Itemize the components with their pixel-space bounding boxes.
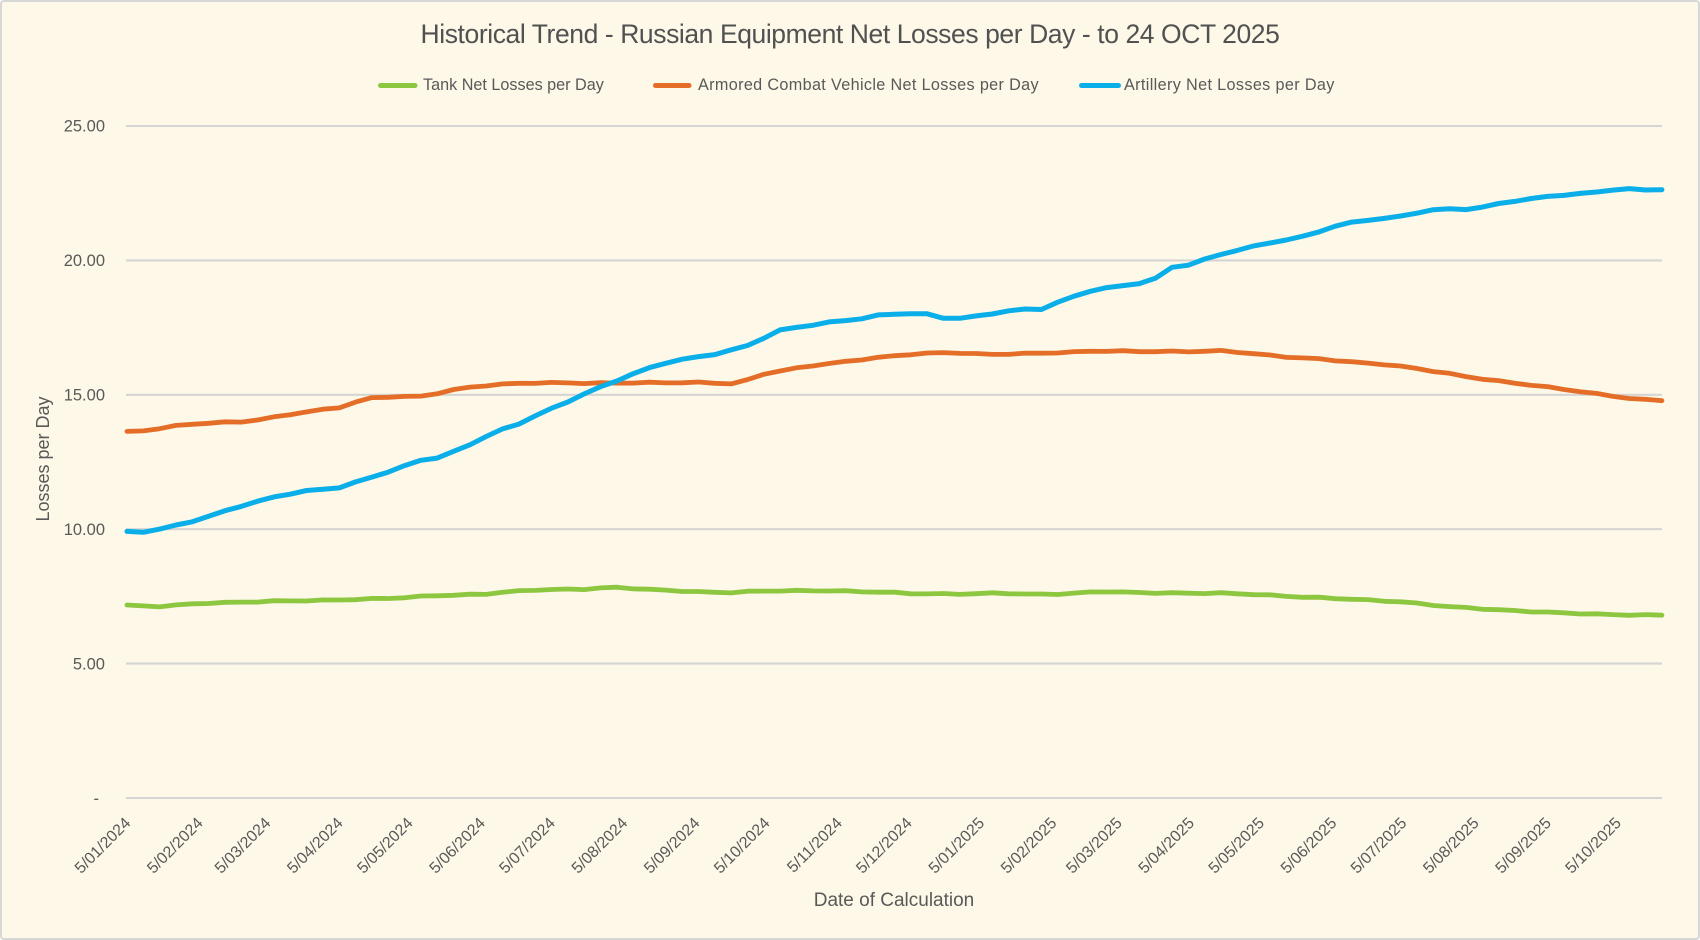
svg-text:5.00: 5.00 <box>73 655 105 673</box>
svg-text:Artillery Net Losses per Day: Artillery Net Losses per Day <box>1124 76 1335 94</box>
svg-text:5/09/2025: 5/09/2025 <box>1493 815 1555 877</box>
svg-text:5/02/2024: 5/02/2024 <box>144 815 206 877</box>
svg-text:Losses per Day: Losses per Day <box>33 396 53 521</box>
svg-text:5/08/2024: 5/08/2024 <box>569 815 631 877</box>
svg-text:5/09/2024: 5/09/2024 <box>641 815 703 877</box>
svg-text:5/10/2024: 5/10/2024 <box>711 815 773 877</box>
svg-text:5/01/2024: 5/01/2024 <box>72 815 134 877</box>
svg-text:5/08/2025: 5/08/2025 <box>1420 815 1482 877</box>
svg-text:25.00: 25.00 <box>64 118 105 136</box>
svg-text:-: - <box>94 790 100 808</box>
svg-text:5/07/2024: 5/07/2024 <box>496 815 558 877</box>
svg-text:5/10/2025: 5/10/2025 <box>1563 815 1625 877</box>
svg-text:5/04/2025: 5/04/2025 <box>1136 815 1198 877</box>
svg-text:5/03/2024: 5/03/2024 <box>212 815 274 877</box>
svg-text:5/01/2025: 5/01/2025 <box>926 815 988 877</box>
svg-text:5/05/2025: 5/05/2025 <box>1206 815 1268 877</box>
svg-text:5/04/2024: 5/04/2024 <box>284 815 346 877</box>
svg-text:5/11/2024: 5/11/2024 <box>784 815 846 877</box>
svg-text:5/06/2024: 5/06/2024 <box>427 815 489 877</box>
svg-text:5/03/2025: 5/03/2025 <box>1063 815 1125 877</box>
svg-text:5/07/2025: 5/07/2025 <box>1348 815 1410 877</box>
svg-text:5/05/2024: 5/05/2024 <box>354 815 416 877</box>
svg-text:15.00: 15.00 <box>64 387 105 405</box>
svg-text:20.00: 20.00 <box>64 252 105 270</box>
svg-text:Date of Calculation: Date of Calculation <box>814 890 975 911</box>
svg-text:Historical Trend - Russian Equ: Historical Trend - Russian Equipment Net… <box>421 19 1280 49</box>
svg-text:10.00: 10.00 <box>64 521 105 539</box>
svg-text:Tank Net Losses per Day: Tank Net Losses per Day <box>423 76 605 94</box>
svg-text:5/12/2024: 5/12/2024 <box>853 815 915 877</box>
svg-text:5/06/2025: 5/06/2025 <box>1278 815 1340 877</box>
svg-text:Armored Combat Vehicle Net Los: Armored Combat Vehicle Net Losses per Da… <box>698 76 1040 94</box>
svg-text:5/02/2025: 5/02/2025 <box>998 815 1060 877</box>
